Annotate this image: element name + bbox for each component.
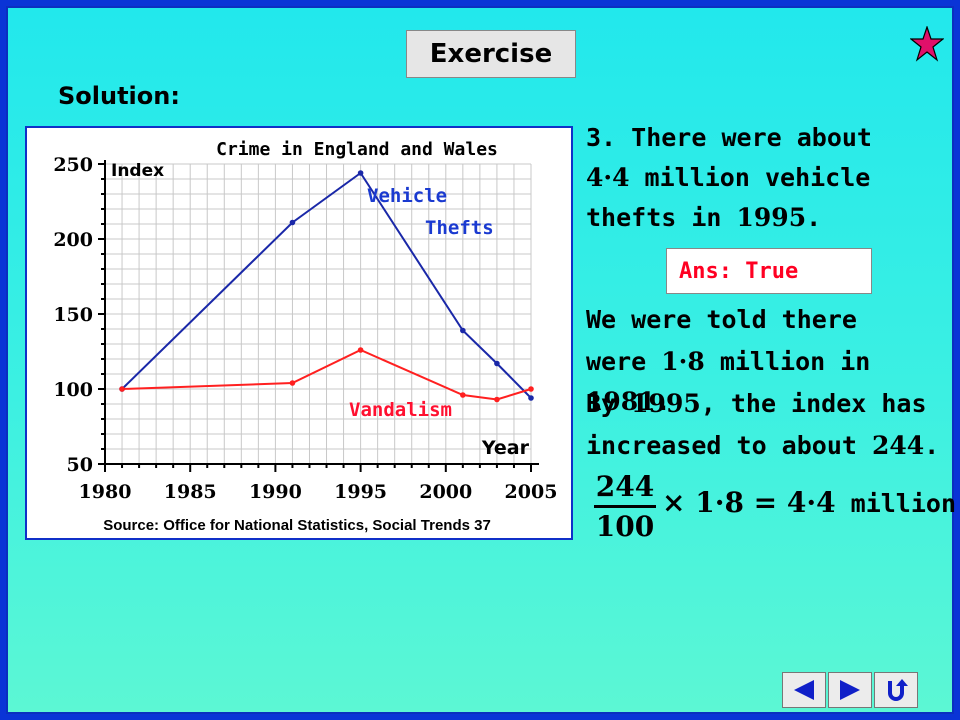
question-line-3: thefts in 1995. bbox=[586, 203, 822, 232]
answer-box: Ans: True bbox=[666, 248, 872, 294]
fraction: 244 100 bbox=[594, 470, 656, 543]
x-tick-label: 2000 bbox=[419, 481, 472, 503]
slide: Exercise Solution: 50 100 150 200 250 1980 198… bbox=[6, 6, 956, 714]
data-point bbox=[528, 395, 534, 401]
x-tick-label: 1985 bbox=[164, 481, 217, 503]
data-point bbox=[357, 170, 364, 176]
u-turn-arrow-icon bbox=[888, 679, 908, 701]
explanation-line-2: were 1·8 million in 1981. bbox=[586, 347, 871, 416]
question-line-1: 3. There were about bbox=[586, 123, 872, 152]
data-point bbox=[289, 219, 296, 226]
fraction-denominator: 100 bbox=[595, 510, 655, 543]
chart-panel: 50 100 150 200 250 1980 1985 1990 1995 2000 2005 In… bbox=[25, 126, 573, 540]
y-tick-label: 250 bbox=[53, 154, 93, 176]
data-point bbox=[460, 327, 466, 334]
y-tick-label: 100 bbox=[53, 379, 93, 401]
times-factor: × 1·8 bbox=[662, 486, 744, 519]
explanation-line-1: We were told there bbox=[586, 305, 857, 334]
x-tick-label: 1990 bbox=[249, 481, 302, 503]
star-icon[interactable] bbox=[910, 26, 944, 62]
return-button[interactable] bbox=[874, 672, 918, 708]
x-tick-label: 2005 bbox=[505, 481, 558, 503]
explanation-line-4: increased to about 244. bbox=[586, 431, 940, 460]
navigation-bar bbox=[782, 672, 920, 708]
solution-heading: Solution: bbox=[58, 82, 180, 110]
series-line bbox=[121, 171, 532, 399]
question-line-2: 4·4 million vehicle bbox=[586, 163, 871, 192]
data-point bbox=[460, 392, 466, 398]
data-point bbox=[357, 347, 364, 353]
data-point bbox=[289, 380, 296, 386]
series-label-thefts: Thefts bbox=[425, 217, 494, 239]
explanation-line-3: By 1995, the index has bbox=[586, 389, 927, 418]
y-tick-label: 50 bbox=[67, 454, 93, 476]
y-axis-label: Index bbox=[111, 161, 164, 181]
exercise-tag: Exercise bbox=[406, 30, 576, 78]
series-label-vehicle: Vehicle bbox=[367, 185, 447, 207]
next-arrow-icon bbox=[840, 680, 860, 700]
calculation: × 1·8 = 4·4 million bbox=[662, 486, 956, 519]
data-point bbox=[494, 396, 500, 403]
fraction-bar bbox=[594, 505, 656, 508]
data-point bbox=[494, 360, 500, 367]
y-tick-label: 150 bbox=[53, 304, 93, 326]
chart-title: Crime in England and Wales bbox=[216, 139, 498, 160]
series-label-vandalism: Vandalism bbox=[349, 399, 452, 421]
data-point bbox=[119, 386, 125, 392]
next-button[interactable] bbox=[828, 672, 872, 708]
result-unit: million bbox=[835, 489, 957, 518]
x-axis-label: Year bbox=[481, 437, 530, 459]
x-tick-label: 1980 bbox=[79, 481, 132, 503]
equals-result: = 4·4 bbox=[743, 486, 836, 519]
source-note: Source: Office for National Statistics, … bbox=[103, 517, 491, 534]
y-tick-label: 200 bbox=[53, 229, 93, 251]
back-button[interactable] bbox=[782, 672, 826, 708]
x-tick-label: 1995 bbox=[334, 481, 387, 503]
series-line bbox=[122, 348, 532, 401]
back-arrow-icon bbox=[794, 680, 814, 700]
data-point bbox=[528, 386, 534, 392]
fraction-numerator: 244 bbox=[595, 470, 655, 503]
line-chart: 50 100 150 200 250 1980 1985 1990 1995 2000 2005 In… bbox=[53, 139, 558, 534]
